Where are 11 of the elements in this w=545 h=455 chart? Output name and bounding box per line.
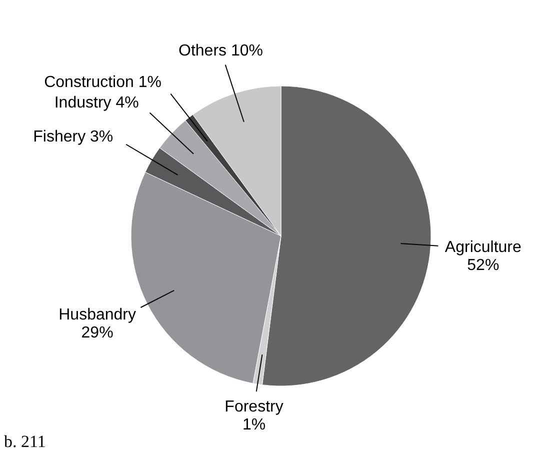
slice-label: Others 10% xyxy=(178,42,263,60)
text: b. 211 xyxy=(4,432,46,451)
data-label: 29% xyxy=(81,324,114,342)
slice-label: Fishery 3% xyxy=(33,128,114,146)
slice-label: Agriculture xyxy=(444,238,522,256)
data-label: 52% xyxy=(467,256,500,274)
slice-label: Construction 1% xyxy=(44,74,162,91)
slice-label: Forestry xyxy=(224,398,284,416)
slice-label: Husbandry xyxy=(58,306,136,324)
data-label: 1% xyxy=(242,416,266,434)
slice-label: Industry 4% xyxy=(54,94,139,112)
